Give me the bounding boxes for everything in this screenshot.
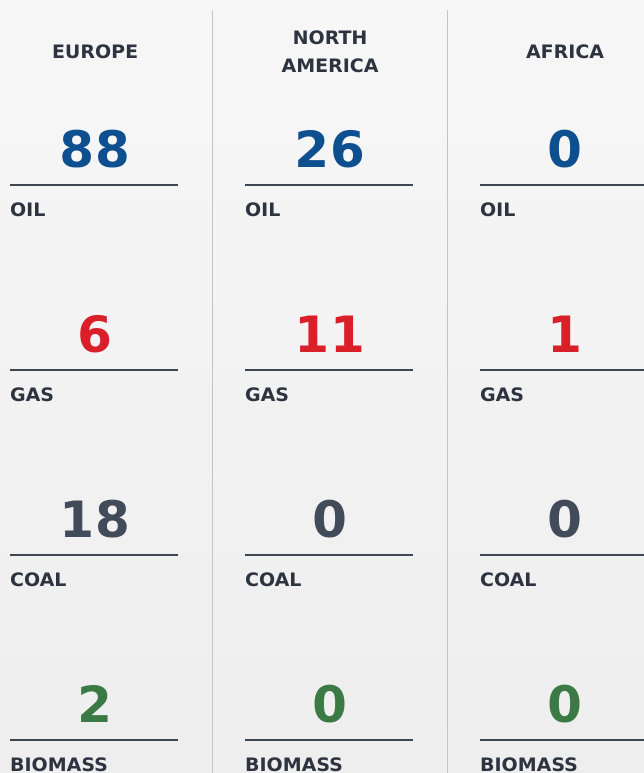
value: 88 (59, 121, 131, 179)
column-header: AFRICA (525, 41, 605, 63)
value: 2 (77, 676, 113, 734)
column-header: EUROPE (51, 41, 139, 63)
fuel-label: COAL (245, 569, 302, 591)
value: 11 (294, 306, 366, 364)
underline (10, 554, 178, 556)
value: 0 (547, 676, 583, 734)
underline (245, 554, 413, 556)
underline (245, 739, 413, 741)
value: 0 (547, 491, 583, 549)
value: 1 (547, 306, 583, 364)
fuel-label: GAS (245, 384, 289, 406)
underline (245, 369, 413, 371)
fuel-label: COAL (10, 569, 67, 591)
fuel-label: COAL (480, 569, 537, 591)
underline (480, 554, 644, 556)
underline (245, 184, 413, 186)
fuel-label: BIOMASS (480, 754, 578, 773)
value: 0 (312, 491, 348, 549)
underline (10, 184, 178, 186)
underline (480, 369, 644, 371)
underline (480, 739, 644, 741)
fuel-label: BIOMASS (245, 754, 343, 773)
fuel-label: OIL (245, 199, 281, 221)
column-divider (212, 10, 213, 773)
fuel-label: GAS (10, 384, 54, 406)
underline (10, 739, 178, 741)
value: 6 (77, 306, 113, 364)
fuel-label: OIL (480, 199, 516, 221)
column-header: NORTH AMERICA (281, 27, 379, 77)
underline (10, 369, 178, 371)
fuel-label: BIOMASS (10, 754, 108, 773)
value: 26 (294, 121, 366, 179)
value: 0 (312, 676, 348, 734)
underline (480, 184, 644, 186)
value: 0 (547, 121, 583, 179)
fuel-label: GAS (480, 384, 524, 406)
fuel-label: OIL (10, 199, 46, 221)
column-divider (447, 10, 448, 773)
value: 18 (59, 491, 131, 549)
